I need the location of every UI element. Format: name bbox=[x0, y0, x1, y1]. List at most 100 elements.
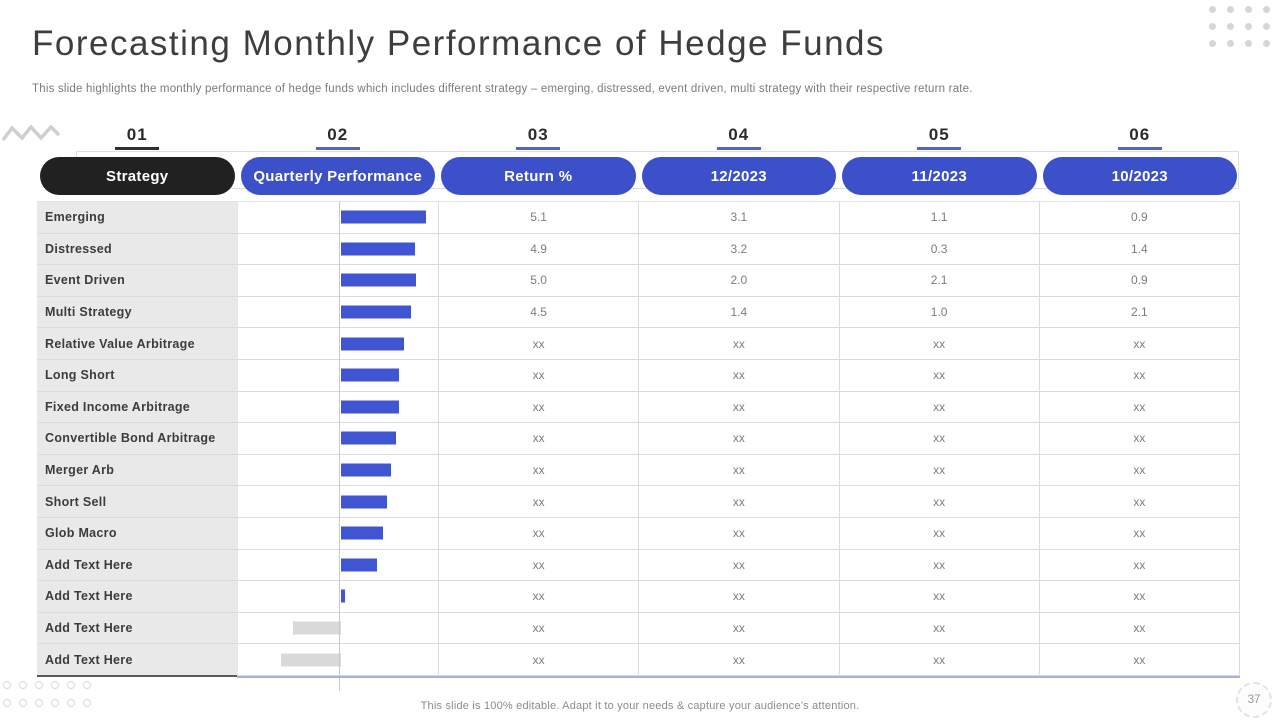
step-number: 03 bbox=[527, 125, 549, 144]
dot-icon bbox=[1263, 6, 1270, 13]
bar-cell bbox=[237, 549, 438, 581]
bar-cell bbox=[237, 265, 438, 296]
column-pill-oct-2023: 10/2023 bbox=[1042, 157, 1237, 195]
dot-icon bbox=[1245, 6, 1252, 13]
dot-icon bbox=[1263, 23, 1270, 30]
bar-cell bbox=[237, 359, 438, 391]
value-cell: xx bbox=[838, 328, 1039, 359]
dot-icon bbox=[1227, 23, 1234, 30]
page-number-badge: 37 bbox=[1236, 682, 1272, 718]
dot-icon bbox=[1209, 40, 1216, 47]
value-cell: xx bbox=[1038, 359, 1240, 391]
ring-icon bbox=[19, 681, 27, 689]
ring-icon bbox=[67, 681, 75, 689]
strategy-cell: Short Sell bbox=[37, 486, 237, 517]
value-cell: 5.1 bbox=[438, 202, 638, 233]
table-row: Relative Value Arbitrage xx xx xx xx bbox=[37, 328, 1240, 360]
table-bottom-border-dark bbox=[37, 675, 237, 677]
bar-cell bbox=[237, 581, 438, 612]
table-row: Add Text Here xx xx xx xx bbox=[37, 581, 1240, 613]
strategy-cell: Emerging bbox=[37, 202, 237, 233]
value-cell: xx bbox=[838, 423, 1039, 454]
performance-bar bbox=[341, 558, 377, 572]
performance-bar bbox=[341, 400, 399, 414]
ring-icon bbox=[3, 699, 11, 707]
step-05: 05 bbox=[839, 125, 1040, 150]
value-cell: xx bbox=[638, 454, 838, 486]
chart-baseline-axis bbox=[339, 202, 340, 691]
strategy-cell: Event Driven bbox=[37, 265, 237, 296]
performance-bar bbox=[341, 526, 383, 540]
table-row: Fixed Income Arbitrage xx xx xx xx bbox=[37, 391, 1240, 424]
strategy-cell: Add Text Here bbox=[37, 549, 237, 581]
strategy-cell: Convertible Bond Arbitrage bbox=[37, 423, 237, 454]
performance-bar bbox=[341, 495, 387, 509]
strategy-cell: Fixed Income Arbitrage bbox=[37, 391, 237, 423]
value-cell: 3.1 bbox=[638, 202, 838, 233]
value-cell: xx bbox=[438, 359, 638, 391]
page-subtitle: This slide highlights the monthly perfor… bbox=[32, 83, 973, 95]
step-03: 03 bbox=[438, 125, 639, 150]
value-cell: xx bbox=[438, 612, 638, 644]
table-row: Convertible Bond Arbitrage xx xx xx xx bbox=[37, 423, 1240, 455]
step-04: 04 bbox=[639, 125, 840, 150]
bar-cell bbox=[237, 296, 438, 328]
value-cell: xx bbox=[438, 454, 638, 486]
value-cell: xx bbox=[638, 517, 838, 549]
bar-cell bbox=[237, 233, 438, 265]
column-pill-quarterly-performance: Quarterly Performance bbox=[240, 157, 435, 195]
value-cell: xx bbox=[638, 328, 838, 359]
ring-icon bbox=[51, 681, 59, 689]
value-cell: xx bbox=[1038, 612, 1240, 644]
dot-icon bbox=[1263, 40, 1270, 47]
value-cell: xx bbox=[838, 612, 1039, 644]
strategy-cell: Glob Macro bbox=[37, 517, 237, 549]
ring-icon bbox=[35, 681, 43, 689]
table-row: Distressed 4.9 3.2 0.3 1.4 bbox=[37, 233, 1240, 266]
table-row: Short Sell xx xx xx xx bbox=[37, 486, 1240, 518]
performance-bar bbox=[341, 589, 345, 603]
step-number: 05 bbox=[928, 125, 950, 144]
value-cell: 5.0 bbox=[438, 265, 638, 296]
strategy-cell: Merger Arb bbox=[37, 454, 237, 486]
step-numbers-row: 01 02 03 04 05 06 bbox=[37, 125, 1240, 150]
performance-bar bbox=[341, 431, 396, 445]
value-cell: xx bbox=[838, 644, 1039, 675]
ring-icon bbox=[19, 699, 27, 707]
value-cell: 2.1 bbox=[838, 265, 1039, 296]
value-cell: xx bbox=[438, 549, 638, 581]
zigzag-decoration-icon bbox=[2, 124, 60, 142]
column-pill-nov-2023: 11/2023 bbox=[842, 157, 1037, 195]
slide-footer-note: This slide is 100% editable. Adapt it to… bbox=[420, 700, 860, 712]
dot-icon bbox=[1209, 6, 1216, 13]
table-row: Emerging 5.1 3.1 1.1 0.9 bbox=[37, 202, 1240, 234]
value-cell: xx bbox=[838, 391, 1039, 423]
step-02: 02 bbox=[238, 125, 439, 150]
chart-bottom-axis bbox=[237, 676, 1240, 678]
value-cell: xx bbox=[1038, 486, 1240, 517]
strategy-cell: Add Text Here bbox=[37, 612, 237, 644]
value-cell: 1.4 bbox=[638, 296, 838, 328]
bar-cell bbox=[237, 423, 438, 454]
value-cell: 3.2 bbox=[638, 233, 838, 265]
bar-cell bbox=[237, 644, 438, 675]
performance-bar bbox=[341, 368, 399, 382]
ring-icon bbox=[83, 681, 91, 689]
dots-grid-decoration bbox=[1209, 6, 1270, 47]
dot-icon bbox=[1227, 40, 1234, 47]
column-headers-row: Strategy Quarterly Performance Return % … bbox=[37, 157, 1240, 195]
bar-cell bbox=[237, 328, 438, 359]
value-cell: 2.1 bbox=[1038, 296, 1240, 328]
bar-cell bbox=[237, 486, 438, 517]
ring-icon bbox=[67, 699, 75, 707]
column-pill-dec-2023: 12/2023 bbox=[641, 157, 836, 195]
value-cell: xx bbox=[638, 644, 838, 675]
step-number: 02 bbox=[327, 125, 349, 144]
value-cell: xx bbox=[838, 549, 1039, 581]
value-cell: 4.5 bbox=[438, 296, 638, 328]
value-cell: 0.9 bbox=[1038, 202, 1240, 233]
ring-icon bbox=[3, 681, 11, 689]
value-cell: xx bbox=[838, 581, 1039, 612]
step-underline bbox=[516, 147, 561, 150]
value-cell: xx bbox=[1038, 423, 1240, 454]
